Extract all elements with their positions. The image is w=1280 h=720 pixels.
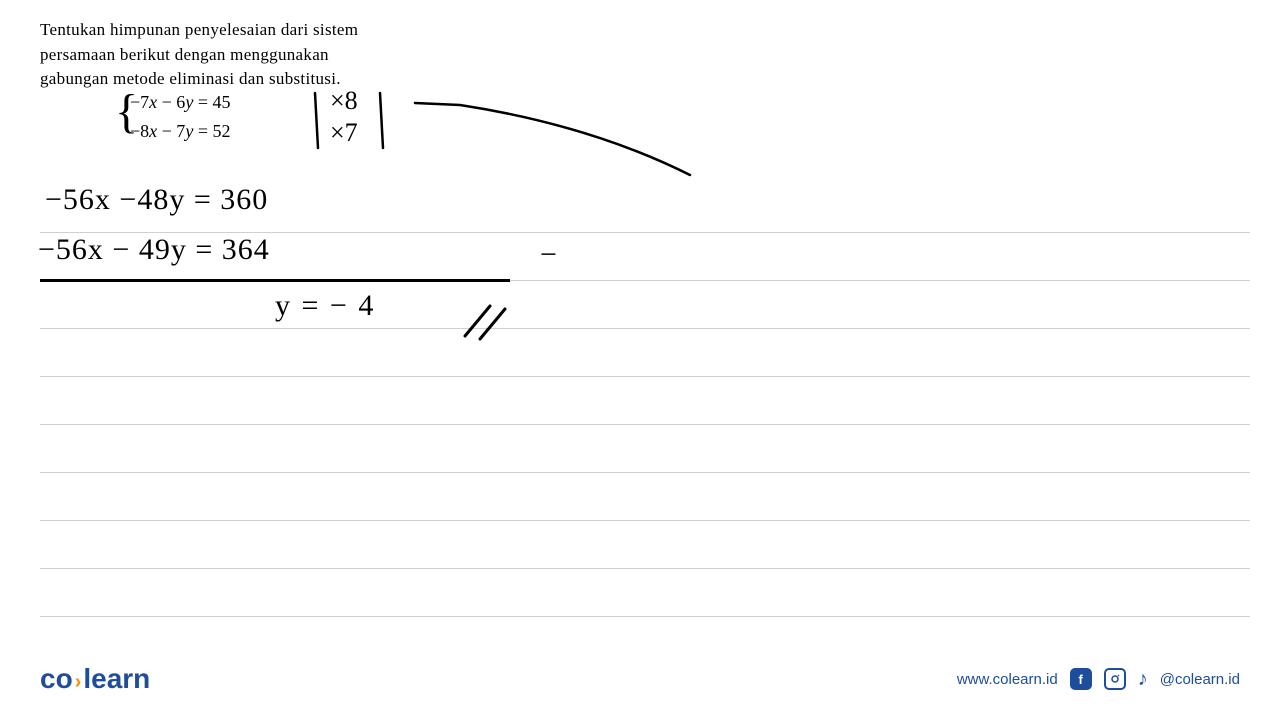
- equation-2: −8x − 7y = 52: [130, 121, 230, 142]
- work-area: −56x −48y = 360 −56x − 49y = 364 − y = −…: [40, 185, 1250, 617]
- work-line-1: −56x −48y = 360: [45, 183, 268, 217]
- social-handle: @colearn.id: [1160, 671, 1240, 688]
- problem-statement: Tentukan himpunan penyelesaian dari sist…: [40, 18, 450, 92]
- elimination-underline: [40, 279, 510, 282]
- work-line-2: −56x − 49y = 364: [38, 233, 270, 267]
- website-url: www.colearn.id: [957, 671, 1058, 688]
- left-brace-icon: {: [115, 90, 138, 133]
- problem-line-2: persamaan berikut dengan menggunakan: [40, 43, 450, 68]
- ruled-line: [40, 329, 1250, 377]
- ruled-line: −56x −48y = 360: [40, 185, 1250, 233]
- logo-chevron-icon: ›: [75, 671, 82, 693]
- footer-right: www.colearn.id f ♪ @colearn.id: [957, 668, 1240, 691]
- subtraction-sign: −: [540, 238, 557, 272]
- ruled-line: [40, 425, 1250, 473]
- multiplier-2: ×7: [330, 118, 358, 148]
- problem-line-1: Tentukan himpunan penyelesaian dari sist…: [40, 18, 450, 43]
- multiplier-1: ×8: [330, 86, 358, 116]
- ruled-line: [40, 473, 1250, 521]
- facebook-icon: f: [1070, 668, 1092, 690]
- footer: co›learn www.colearn.id f ♪ @colearn.id: [0, 663, 1280, 695]
- tiktok-icon: ♪: [1138, 668, 1148, 691]
- curve-arrow: [410, 95, 710, 185]
- logo-co: co: [40, 663, 73, 694]
- ruled-line: [40, 377, 1250, 425]
- work-result: y = − 4: [275, 289, 375, 323]
- ruled-line: [40, 521, 1250, 569]
- ruled-line: y = − 4: [40, 281, 1250, 329]
- instagram-icon: [1104, 668, 1126, 690]
- equation-system: { −7x − 6y = 45 −8x − 7y = 52: [130, 92, 230, 150]
- ruled-line: [40, 569, 1250, 617]
- ruled-line: −56x − 49y = 364 −: [40, 233, 1250, 281]
- equation-1: −7x − 6y = 45: [130, 92, 230, 113]
- logo-learn: learn: [83, 663, 150, 694]
- brand-logo: co›learn: [40, 663, 150, 695]
